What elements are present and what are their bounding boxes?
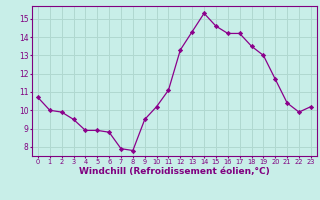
X-axis label: Windchill (Refroidissement éolien,°C): Windchill (Refroidissement éolien,°C) [79, 167, 270, 176]
